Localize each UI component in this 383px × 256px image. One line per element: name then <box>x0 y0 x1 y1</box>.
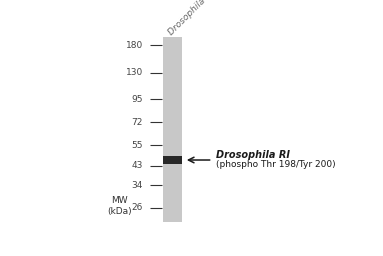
Text: 55: 55 <box>131 141 143 150</box>
Text: (phospho Thr 198/Tyr 200): (phospho Thr 198/Tyr 200) <box>216 161 335 169</box>
Text: MW
(kDa): MW (kDa) <box>107 196 131 216</box>
Text: 180: 180 <box>126 41 143 50</box>
Text: 43: 43 <box>131 161 143 170</box>
Text: 95: 95 <box>131 95 143 104</box>
Text: 130: 130 <box>126 68 143 77</box>
Text: 26: 26 <box>131 204 143 212</box>
Text: 34: 34 <box>131 181 143 190</box>
Text: Drosophila RI: Drosophila RI <box>216 150 290 160</box>
Bar <box>163 37 182 222</box>
Bar <box>163 156 182 164</box>
Text: 72: 72 <box>131 118 143 127</box>
Text: Drosophila brain: Drosophila brain <box>166 0 225 37</box>
